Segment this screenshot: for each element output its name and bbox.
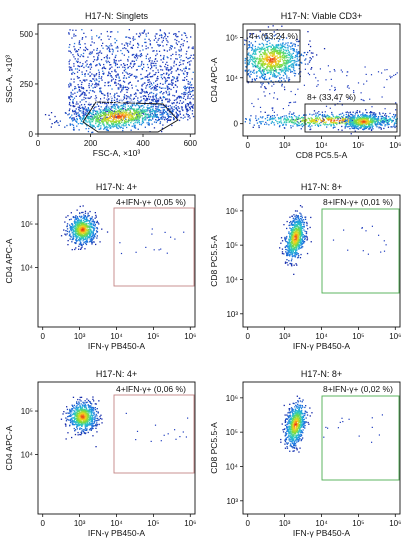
x-tick-label: 10⁵ — [352, 332, 364, 341]
x-tick-label: 0 — [245, 519, 250, 528]
x-tick-label: 10³ — [279, 332, 291, 341]
event-dots — [60, 205, 185, 255]
x-tick-label: 10³ — [279, 141, 291, 150]
ifn-gamma-gate — [113, 394, 195, 474]
gate-label: 4+IFN-γ+ (0,06 %) — [116, 384, 186, 394]
gate-label: Lym (47,95 %) — [82, 95, 137, 105]
x-tick-label: 10⁵ — [147, 519, 159, 528]
plot-title: H17-N: Viable CD3+ — [281, 11, 363, 21]
plot-frame — [242, 194, 401, 328]
y-tick-label: 10⁵ — [21, 407, 33, 416]
x-tick-label: 10³ — [74, 332, 86, 341]
y-tick-label: 500 — [20, 30, 34, 39]
x-tick-label: 10⁶ — [389, 332, 401, 341]
x-axis-label: IFN-γ PB450-A — [293, 528, 350, 538]
x-axis-label: IFN-γ PB450-A — [88, 341, 145, 351]
x-tick-label: 0 — [40, 519, 45, 528]
cd4-gate — [246, 29, 301, 83]
y-axis-label: CD4 APC-A — [4, 425, 14, 470]
x-tick-label: 10⁵ — [147, 332, 159, 341]
y-axis-label: CD4 APC-A — [4, 238, 14, 283]
y-tick-label: 10⁴ — [21, 264, 34, 273]
event-dots — [279, 205, 387, 275]
plot-title: H17-N: 4+ — [96, 369, 137, 379]
x-axis-label: IFN-γ PB450-A — [88, 528, 145, 538]
x-tick-label: 600 — [184, 139, 198, 148]
y-tick-label: 10⁴ — [21, 451, 34, 460]
plot-title: H17-N: 4+ — [96, 182, 137, 192]
event-dots — [244, 25, 398, 135]
x-tick-label: 0 — [40, 332, 45, 341]
x-tick-label: 10⁶ — [389, 519, 401, 528]
x-tick-label: 0 — [245, 332, 250, 341]
y-tick-label: 10³ — [226, 310, 238, 319]
x-axis-label: FSC-A, ×10³ — [93, 148, 141, 158]
y-tick-label: 10⁴ — [226, 275, 239, 284]
plot-6: H17-N: 8+ 0 10³ 10⁴ 10⁵ 10⁶ 10³ 10⁴ 10⁵ 10⁶ IFN-γ … — [209, 369, 401, 538]
y-tick-label: 10⁵ — [226, 428, 238, 437]
plot-title: H17-N: 8+ — [301, 182, 342, 192]
x-axis-label: IFN-γ PB450-A — [293, 341, 350, 351]
x-tick-label: 10⁵ — [352, 519, 364, 528]
y-tick-label: 0 — [234, 120, 239, 129]
plot-2: H17-N: Viable CD3+ 0 10³ 10⁴ 10⁵ 10⁶ 0 10⁴ 10⁵ CD… — [209, 11, 401, 160]
event-dots — [44, 29, 195, 134]
y-tick-label: 10⁵ — [21, 220, 33, 229]
plot-1: H17-N: Singlets 0 200 400 600 0 250 500 FSC-A, ×… — [4, 11, 198, 158]
x-tick-label: 10³ — [279, 519, 291, 528]
event-dots — [60, 396, 189, 448]
x-tick-label: 10⁵ — [352, 141, 364, 150]
y-tick-label: 10⁶ — [226, 207, 238, 216]
x-tick-label: 10⁴ — [315, 141, 328, 150]
lym-gate — [82, 101, 179, 133]
plot-title: H17-N: 8+ — [301, 369, 342, 379]
x-tick-label: 10⁴ — [315, 519, 328, 528]
x-tick-label: 10⁴ — [315, 332, 328, 341]
y-tick-label: 10⁶ — [226, 394, 238, 403]
y-tick-label: 10⁵ — [226, 33, 238, 42]
x-tick-label: 0 — [245, 141, 250, 150]
y-tick-label: 0 — [29, 130, 34, 139]
gate-label: 4+IFN-γ+ (0,05 %) — [116, 197, 186, 207]
x-tick-label: 10⁴ — [110, 332, 123, 341]
cd8-gate — [304, 103, 398, 133]
y-axis-label: SSC-A, ×10³ — [4, 55, 14, 103]
ifn-gamma-gate — [321, 208, 400, 294]
y-axis-label: CD4 APC-A — [209, 57, 219, 102]
x-tick-label: 200 — [84, 139, 98, 148]
plot-frame — [37, 381, 196, 515]
x-axis-label: CD8 PC5.5-A — [296, 150, 348, 160]
x-tick-label: 10³ — [74, 519, 86, 528]
plot-frame — [242, 381, 401, 515]
event-dots — [280, 395, 383, 453]
gate-label: 4+ (63,24 %) — [249, 31, 298, 41]
ifn-gamma-gate — [113, 207, 195, 287]
y-tick-label: 10³ — [226, 497, 238, 506]
y-tick-label: 10⁵ — [226, 241, 238, 250]
gate-label: 8+IFN-γ+ (0,01 %) — [323, 197, 393, 207]
x-tick-label: 10⁶ — [184, 332, 196, 341]
plot-4: H17-N: 8+ 0 10³ 10⁴ 10⁵ 10⁶ 10³ 10⁴ 10⁵ 10⁶ IFN-γ … — [209, 182, 401, 351]
ifn-gamma-gate — [321, 395, 400, 481]
gate-label: 8+IFN-γ+ (0,02 %) — [323, 384, 393, 394]
y-tick-label: 250 — [20, 80, 34, 89]
x-tick-label: 10⁴ — [110, 519, 123, 528]
plot-frame — [37, 194, 196, 328]
y-axis-label: CD8 PC5.5-A — [209, 422, 219, 474]
x-tick-label: 0 — [36, 139, 41, 148]
plot-title: H17-N: Singlets — [85, 11, 149, 21]
gate-label: 8+ (33,47 %) — [307, 92, 356, 102]
y-tick-label: 10⁴ — [226, 462, 239, 471]
x-tick-label: 10⁶ — [184, 519, 196, 528]
y-tick-label: 10⁴ — [226, 74, 239, 83]
x-tick-label: 10⁶ — [389, 141, 401, 150]
x-tick-label: 400 — [136, 139, 150, 148]
y-axis-label: CD8 PC5.5-A — [209, 235, 219, 287]
